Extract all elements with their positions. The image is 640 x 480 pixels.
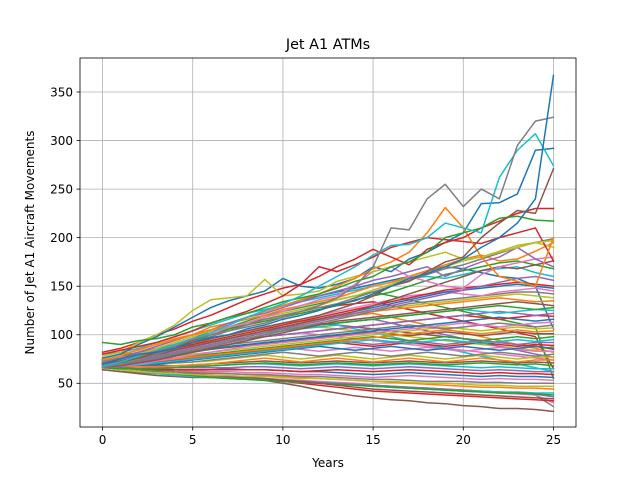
y-tick-label: 250 (50, 182, 73, 196)
x-tick-label: 25 (546, 433, 561, 447)
series-line (101, 246, 555, 363)
y-tick-label: 300 (50, 134, 73, 148)
series-line (101, 132, 555, 367)
x-tick-label: 5 (189, 433, 197, 447)
series-line (101, 207, 555, 356)
series-line (101, 275, 555, 367)
series-line (101, 357, 555, 368)
x-tick-label: 15 (365, 433, 380, 447)
y-tick-label: 50 (58, 377, 73, 391)
series-line (101, 364, 555, 385)
plot-frame (79, 57, 577, 428)
y-axis-ticks: 50 100 150 200 250 300 350 (50, 85, 80, 391)
x-tick-label: 10 (275, 433, 290, 447)
y-tick-label: 150 (50, 279, 73, 293)
series-line (101, 345, 555, 367)
series-line (101, 338, 555, 369)
series-line (101, 241, 555, 359)
series-line (101, 116, 555, 363)
series-line (101, 368, 555, 413)
x-tick-label: 0 (99, 433, 107, 447)
series-lines (101, 74, 555, 413)
series-line (101, 206, 555, 361)
series-line (101, 215, 555, 346)
series-line (101, 316, 555, 365)
x-axis-ticks: 0 5 10 15 20 25 (99, 427, 561, 447)
series-line (101, 227, 555, 354)
y-tick-label: 200 (50, 231, 73, 245)
series-line (101, 362, 555, 370)
series-line (101, 321, 555, 369)
series-line (101, 239, 555, 358)
y-tick-label: 350 (50, 85, 73, 99)
series-line (101, 300, 555, 369)
series-line (101, 366, 555, 387)
x-tick-label: 20 (456, 433, 471, 447)
x-axis-label: Years (311, 456, 344, 470)
y-axis-label: Number of Jet A1 Aircraft Movements (23, 131, 37, 355)
chart-title: Jet A1 ATMs (285, 37, 370, 53)
series-line (101, 329, 555, 367)
series-line (101, 74, 555, 365)
series-line (101, 260, 555, 365)
series-line (101, 364, 555, 376)
y-tick-label: 100 (50, 328, 73, 342)
series-line (101, 351, 555, 366)
